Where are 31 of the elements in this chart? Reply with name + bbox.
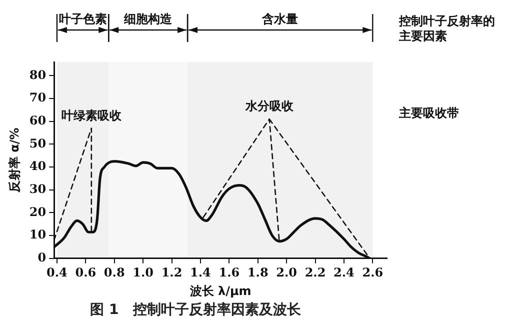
text: 主要吸收带: [398, 106, 459, 120]
y-axis-title: 反射率 α/%: [7, 128, 22, 194]
band-label: 叶子色素: [58, 12, 107, 26]
x-tick-label: 2.6: [362, 266, 384, 280]
annotation: 水分吸收: [244, 99, 294, 114]
x-tick-label: 1.0: [132, 266, 154, 280]
band-label: 细胞构造: [123, 12, 174, 26]
y-tick-label: 10: [29, 228, 46, 242]
x-tick-label: 0.4: [46, 266, 68, 280]
x-tick-label: 0.6: [75, 266, 96, 280]
y-tick-label: 80: [29, 68, 46, 82]
x-tick-label: 1.2: [161, 266, 182, 280]
y-tick-label: 20: [29, 204, 46, 219]
x-tick-label: 2.4: [334, 266, 354, 280]
y-tick-label: 30: [29, 182, 46, 196]
y-tick-label: 40: [29, 159, 46, 174]
band-label: 含水量: [261, 12, 298, 26]
text: 控制叶子反射率的主要因素: [398, 14, 495, 44]
y-tick-label: 0: [38, 250, 46, 265]
x-tick-label: 2.2: [304, 266, 326, 280]
y-tick-label: 50: [29, 136, 46, 150]
x-tick-label: 0.8: [104, 266, 125, 280]
x-tick-label: 2.0: [276, 266, 297, 280]
x-tick-label: 1.4: [190, 266, 211, 280]
y-tick-label: 70: [29, 90, 46, 105]
x-tick-label: 1.8: [247, 266, 268, 280]
x-tick-label: 1.6: [218, 266, 240, 280]
x-axis-title: 波长 λ/μm: [188, 284, 252, 298]
annotation: 叶绿素吸收: [61, 108, 122, 122]
y-tick-label: 60: [29, 114, 46, 128]
text: 图 1 控制叶子反射率因素及波长: [90, 301, 302, 318]
